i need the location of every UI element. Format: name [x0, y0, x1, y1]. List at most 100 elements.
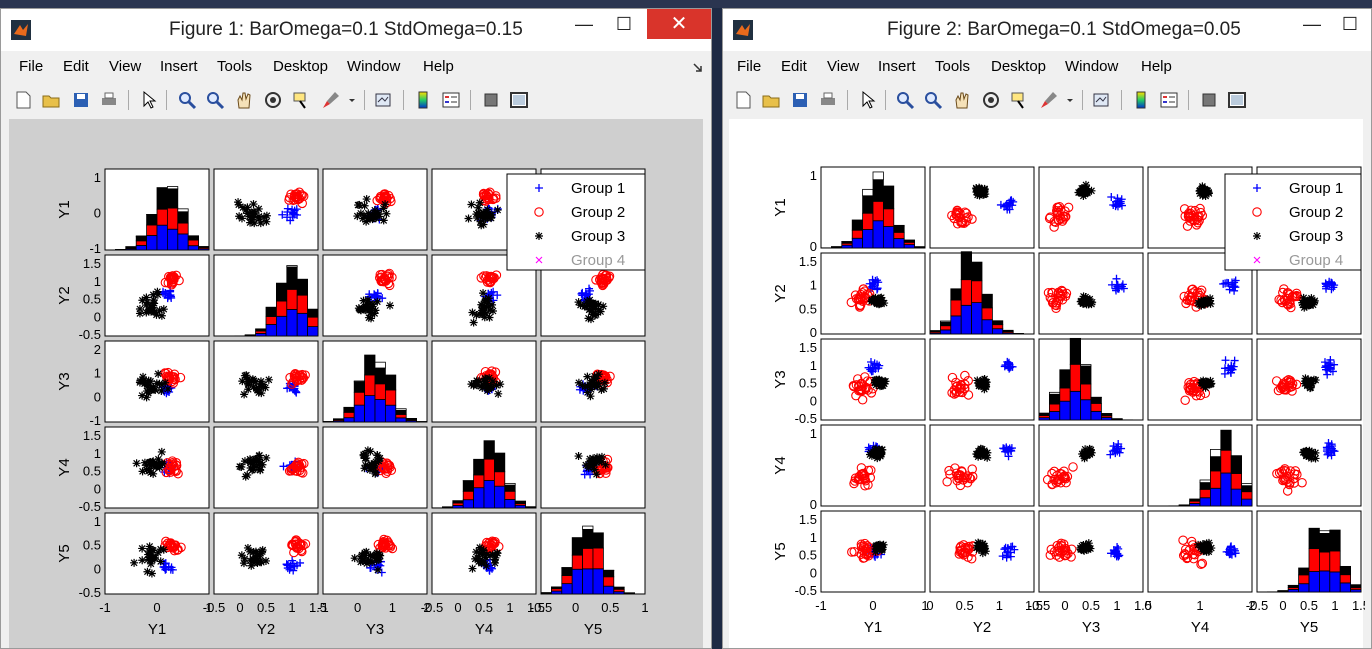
legend-entry-2: Group 2: [1289, 204, 1343, 221]
pan-hand-icon[interactable]: [952, 90, 972, 110]
menu-file[interactable]: File: [19, 58, 44, 75]
save-icon[interactable]: [71, 90, 91, 110]
minimize-button[interactable]: —: [575, 14, 593, 34]
histogram-bar: [1080, 383, 1092, 401]
group2-marker: [863, 465, 874, 476]
group2-marker: [1057, 216, 1068, 226]
group3-marker: [364, 556, 373, 565]
data-cursor-icon[interactable]: [291, 90, 311, 110]
histogram-bar: [950, 288, 962, 301]
x-tick-label: 0.5: [1300, 598, 1318, 613]
menu-insert[interactable]: Insert: [160, 58, 198, 75]
zoom-out-icon[interactable]: [205, 90, 225, 110]
colorbar-icon[interactable]: [413, 90, 433, 110]
brush-icon[interactable]: [1039, 90, 1059, 110]
chevron-down-icon[interactable]: [1065, 90, 1075, 110]
close-button[interactable]: ✕: [647, 9, 711, 39]
histogram-bar: [1002, 329, 1014, 333]
scatter-matrix-plot[interactable]: 10Y11.510.50Y21.510.50-0.5Y310Y41.510.50…: [729, 119, 1370, 649]
data-cursor-icon[interactable]: [1009, 90, 1029, 110]
group1-marker: [289, 566, 298, 575]
group3-marker: [478, 383, 487, 392]
zoom-out-icon[interactable]: [923, 90, 943, 110]
hide-plot-tools-icon[interactable]: [1199, 90, 1219, 110]
group3-marker: [241, 472, 250, 481]
open-file-icon[interactable]: [41, 90, 61, 110]
group3-marker: [493, 206, 502, 215]
x-tick-label: 1.5: [1352, 598, 1365, 613]
chevron-down-icon[interactable]: [347, 90, 357, 110]
group3-marker: [360, 201, 369, 210]
link-plot-icon[interactable]: [1091, 90, 1111, 110]
legend-icon[interactable]: [441, 90, 461, 110]
pan-hand-icon[interactable]: [234, 90, 254, 110]
group2-marker: [962, 471, 972, 481]
menu-desktop[interactable]: Desktop: [273, 58, 329, 75]
rotate-3d-icon[interactable]: [263, 90, 283, 110]
legend-icon[interactable]: [1159, 90, 1179, 110]
print-icon[interactable]: [818, 90, 838, 110]
save-icon[interactable]: [790, 90, 810, 110]
title-bar[interactable]: Figure 1: BarOmega=0.1 StdOmega=0.15 — ☐…: [1, 9, 711, 51]
group3-marker: [375, 455, 384, 464]
group2-marker: [384, 460, 395, 471]
figure-canvas[interactable]: 1 0 Y1 1.5 1 0.5 0 Y2 1.5 1 0.5 0 -0.5 Y3 1 0 Y4 1.5 1 0.5 0…: [729, 119, 1370, 649]
y-tick-label: 1: [94, 274, 101, 289]
menu-help[interactable]: Help: [1141, 58, 1172, 75]
menu-tools[interactable]: Tools: [217, 58, 253, 75]
panel-r4-c3: [322, 426, 428, 509]
histogram-bar: [395, 417, 407, 423]
group3-marker: [142, 393, 151, 402]
dock-arrow-icon[interactable]: [693, 63, 703, 73]
menu-tools[interactable]: Tools: [935, 58, 971, 75]
edit-plot-arrow-icon[interactable]: [858, 90, 878, 110]
rotate-3d-icon[interactable]: [981, 90, 1001, 110]
maximize-button[interactable]: ☐: [1341, 14, 1359, 34]
group1-marker: [577, 289, 586, 298]
group3-marker: [973, 190, 982, 199]
open-file-icon[interactable]: [761, 90, 781, 110]
group3-marker: [154, 455, 163, 464]
figure-window-1[interactable]: Figure 1: BarOmega=0.1 StdOmega=0.15 — ☐…: [0, 8, 712, 649]
maximize-button[interactable]: ☐: [615, 14, 633, 34]
minimize-button[interactable]: —: [1303, 14, 1321, 34]
new-figure-icon[interactable]: [13, 90, 33, 110]
menu-window[interactable]: Window: [347, 58, 401, 75]
brush-icon[interactable]: [321, 90, 341, 110]
menu-edit[interactable]: Edit: [63, 58, 89, 75]
menu-window[interactable]: Window: [1065, 58, 1119, 75]
menu-insert[interactable]: Insert: [878, 58, 916, 75]
menu-file[interactable]: File: [737, 58, 762, 75]
group2-marker: [1180, 211, 1190, 221]
histogram-bar: [384, 404, 397, 423]
scatter-points: [942, 443, 1016, 491]
figure-window-2[interactable]: Figure 2: BarOmega=0.1 StdOmega=0.05 — ☐…: [722, 8, 1372, 649]
colorbar-icon[interactable]: [1131, 90, 1151, 110]
menu-view[interactable]: View: [827, 58, 860, 75]
group1-marker: [998, 552, 1007, 561]
menu-desktop[interactable]: Desktop: [991, 58, 1047, 75]
hide-plot-tools-icon[interactable]: [481, 90, 501, 110]
show-plot-tools-icon[interactable]: [509, 90, 529, 110]
figure-canvas[interactable]: 1 0 -1 Y1 1.5 1 0.5 0 -0.5 Y2 2 1 0 -1 Y3 1.5 1 0.5 0 -0.5 Y…: [9, 119, 703, 648]
panel-r1-c1: [820, 166, 926, 249]
zoom-in-icon[interactable]: [895, 90, 915, 110]
edit-plot-arrow-icon[interactable]: [139, 90, 159, 110]
histogram-bar: [452, 500, 464, 504]
menu-edit[interactable]: Edit: [781, 58, 807, 75]
scatter-matrix-plot[interactable]: 1 0 -1 Y1 1.5 1 0.5 0 -0.5 Y2 2 1 0 -1 Y3 1.5 1 0.5 0 -0.5 Y…: [9, 119, 705, 649]
group3-marker: [149, 546, 158, 555]
print-icon[interactable]: [99, 90, 119, 110]
group3-marker: [1194, 540, 1203, 549]
link-plot-icon[interactable]: [373, 90, 393, 110]
title-bar[interactable]: Figure 2: BarOmega=0.1 StdOmega=0.05 — ☐: [723, 9, 1371, 51]
menu-view[interactable]: View: [109, 58, 142, 75]
group2-marker: [1297, 477, 1307, 488]
group3-marker: [142, 301, 151, 310]
zoom-in-icon[interactable]: [177, 90, 197, 110]
new-figure-icon[interactable]: [733, 90, 753, 110]
y-tick-label: 0: [94, 389, 101, 404]
menu-help[interactable]: Help: [423, 58, 454, 75]
group2-marker: [962, 477, 973, 488]
show-plot-tools-icon[interactable]: [1227, 90, 1247, 110]
